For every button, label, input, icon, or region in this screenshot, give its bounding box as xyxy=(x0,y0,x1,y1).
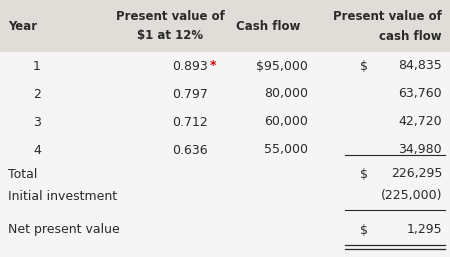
Text: 3: 3 xyxy=(33,115,41,128)
Text: 42,720: 42,720 xyxy=(398,115,442,128)
Text: Present value of: Present value of xyxy=(116,10,225,23)
Text: Net present value: Net present value xyxy=(8,224,120,236)
Text: 55,000: 55,000 xyxy=(264,143,308,157)
Text: 0.712: 0.712 xyxy=(172,115,208,128)
Text: 1,295: 1,295 xyxy=(406,224,442,236)
Text: 80,000: 80,000 xyxy=(264,87,308,100)
Text: 226,295: 226,295 xyxy=(391,168,442,180)
Text: 63,760: 63,760 xyxy=(398,87,442,100)
Text: Cash flow: Cash flow xyxy=(236,20,300,32)
Text: Year: Year xyxy=(8,20,37,32)
Text: $: $ xyxy=(360,60,368,72)
Text: 60,000: 60,000 xyxy=(264,115,308,128)
Text: $95,000: $95,000 xyxy=(256,60,308,72)
Text: $: $ xyxy=(360,168,368,180)
Text: $1 at 12%: $1 at 12% xyxy=(137,30,203,42)
Text: cash flow: cash flow xyxy=(379,30,442,42)
Text: 84,835: 84,835 xyxy=(398,60,442,72)
Text: *: * xyxy=(210,60,216,72)
Text: (225,000): (225,000) xyxy=(381,189,442,203)
Text: 1: 1 xyxy=(33,60,41,72)
Text: Total: Total xyxy=(8,168,37,180)
Text: 0.797: 0.797 xyxy=(172,87,208,100)
Text: 34,980: 34,980 xyxy=(398,143,442,157)
Text: Initial investment: Initial investment xyxy=(8,189,117,203)
Text: 0.893: 0.893 xyxy=(172,60,208,72)
Text: 2: 2 xyxy=(33,87,41,100)
Text: $: $ xyxy=(360,224,368,236)
Text: 4: 4 xyxy=(33,143,41,157)
Text: Present value of: Present value of xyxy=(333,10,442,23)
Bar xyxy=(0,0,450,52)
Text: 0.636: 0.636 xyxy=(172,143,208,157)
